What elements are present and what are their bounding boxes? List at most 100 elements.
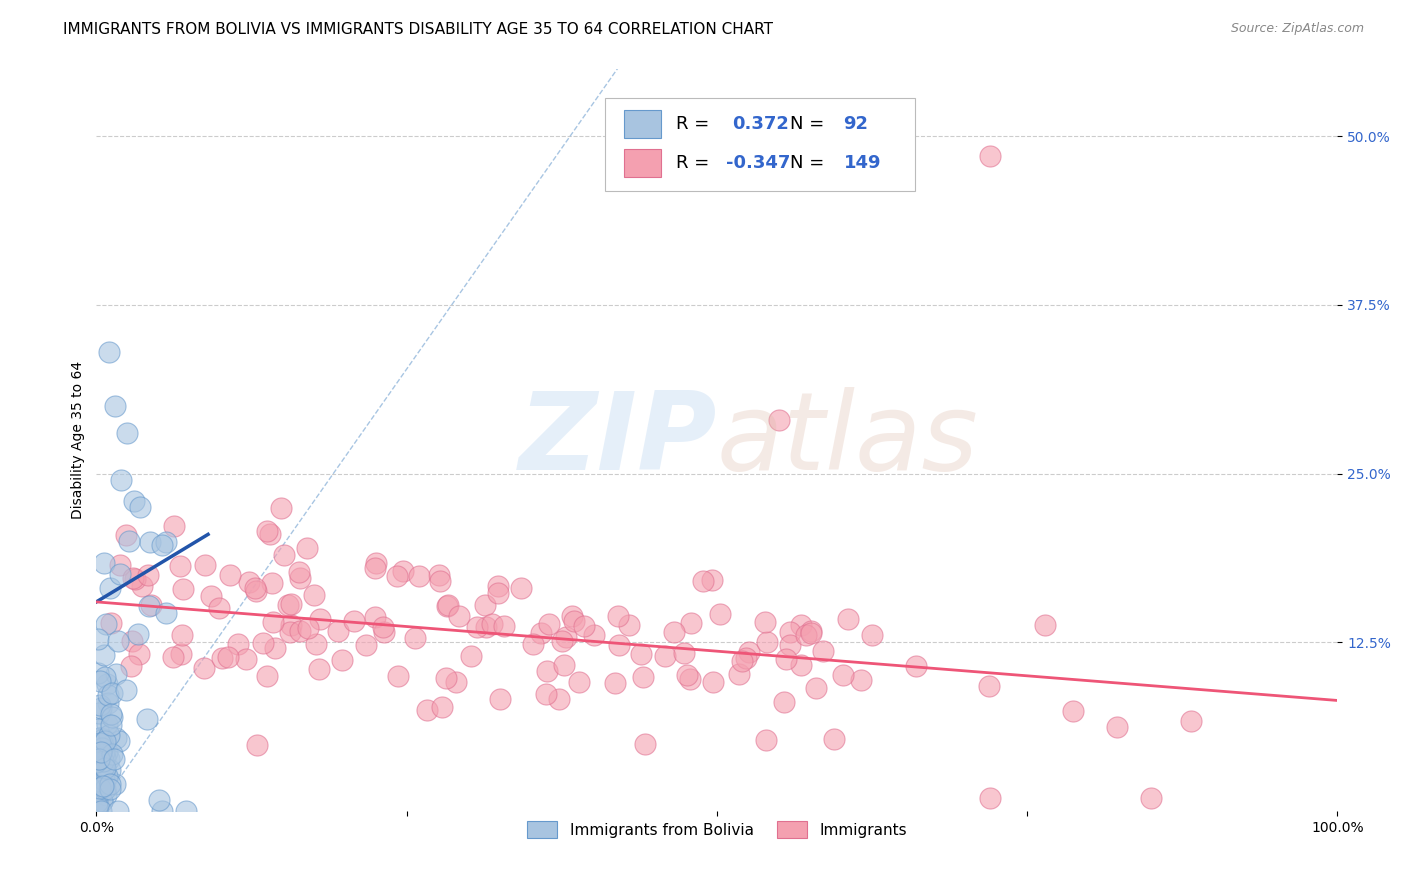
Point [103, 752, 125, 766]
Point [700, 574, 723, 588]
Point [86, 762, 108, 776]
Point [363, 610, 385, 624]
Point [373, 624, 395, 639]
Point [138, 599, 160, 613]
Point [530, 626, 553, 640]
Point [773, 695, 796, 709]
Y-axis label: Disability Age 35 to 64: Disability Age 35 to 64 [72, 360, 86, 519]
Point [114, 682, 136, 697]
Point [108, 566, 131, 581]
Point [100, 747, 122, 761]
Point [354, 639, 377, 653]
Point [93, 759, 115, 773]
Point [91, 754, 114, 768]
Point [93, 745, 115, 759]
Point [813, 644, 835, 658]
Point [278, 625, 301, 640]
FancyBboxPatch shape [605, 98, 915, 191]
Text: atlas: atlas [717, 387, 979, 492]
Point [489, 692, 512, 706]
Point [460, 648, 482, 663]
Point [486, 579, 509, 593]
Point [555, 630, 578, 644]
Point [432, 699, 454, 714]
Point [1107, 720, 1129, 734]
Point [297, 621, 319, 635]
Point [277, 598, 299, 612]
Point [97, 689, 120, 703]
Point [486, 586, 509, 600]
Point [128, 647, 150, 661]
Point [672, 646, 695, 660]
Point [152, 538, 174, 552]
Point [91, 736, 114, 750]
Point [89, 750, 111, 764]
Point [94, 751, 117, 765]
Point [208, 600, 231, 615]
Point [561, 609, 583, 624]
Point [727, 667, 749, 681]
Legend: Immigrants from Bolivia, Immigrants: Immigrants from Bolivia, Immigrants [520, 814, 912, 845]
Point [280, 598, 302, 612]
Point [775, 652, 797, 666]
Point [305, 637, 328, 651]
Point [702, 674, 724, 689]
Text: N =: N = [790, 115, 830, 133]
Point [89, 674, 111, 689]
Point [174, 804, 197, 818]
Point [87, 746, 110, 760]
Point [94, 782, 117, 797]
Point [93, 648, 115, 663]
Point [408, 569, 430, 583]
Text: R =: R = [676, 153, 714, 172]
Point [217, 649, 239, 664]
Bar [624, 110, 661, 138]
Point [436, 599, 458, 613]
Point [474, 619, 496, 633]
Point [977, 679, 1000, 693]
Point [100, 718, 122, 732]
Point [364, 561, 387, 575]
Point [89, 731, 111, 745]
Point [288, 565, 311, 579]
Point [607, 638, 630, 652]
Point [104, 777, 127, 791]
Point [302, 587, 325, 601]
Point [534, 687, 557, 701]
Point [96, 745, 118, 759]
Point [675, 667, 697, 681]
Point [1180, 714, 1202, 728]
Point [481, 617, 503, 632]
Bar [624, 149, 661, 177]
Point [117, 426, 139, 441]
Point [794, 628, 817, 642]
Point [664, 625, 686, 640]
Point [100, 707, 122, 722]
Point [308, 662, 330, 676]
Point [121, 633, 143, 648]
Point [245, 583, 267, 598]
Point [193, 661, 215, 675]
Point [509, 581, 531, 595]
Point [86, 779, 108, 793]
Point [262, 576, 284, 591]
Point [162, 650, 184, 665]
Point [104, 731, 127, 745]
Point [790, 657, 813, 672]
Point [90, 781, 112, 796]
Point [90, 804, 112, 818]
Point [87, 731, 110, 745]
Point [93, 557, 115, 571]
Point [89, 752, 111, 766]
Point [93, 779, 115, 793]
Point [200, 589, 222, 603]
Point [86, 799, 108, 814]
Point [553, 658, 575, 673]
Point [572, 619, 595, 633]
Point [429, 574, 451, 589]
Point [121, 571, 143, 585]
Point [96, 769, 118, 783]
Point [755, 635, 778, 649]
Text: Source: ZipAtlas.com: Source: ZipAtlas.com [1230, 22, 1364, 36]
Text: 92: 92 [844, 115, 869, 133]
